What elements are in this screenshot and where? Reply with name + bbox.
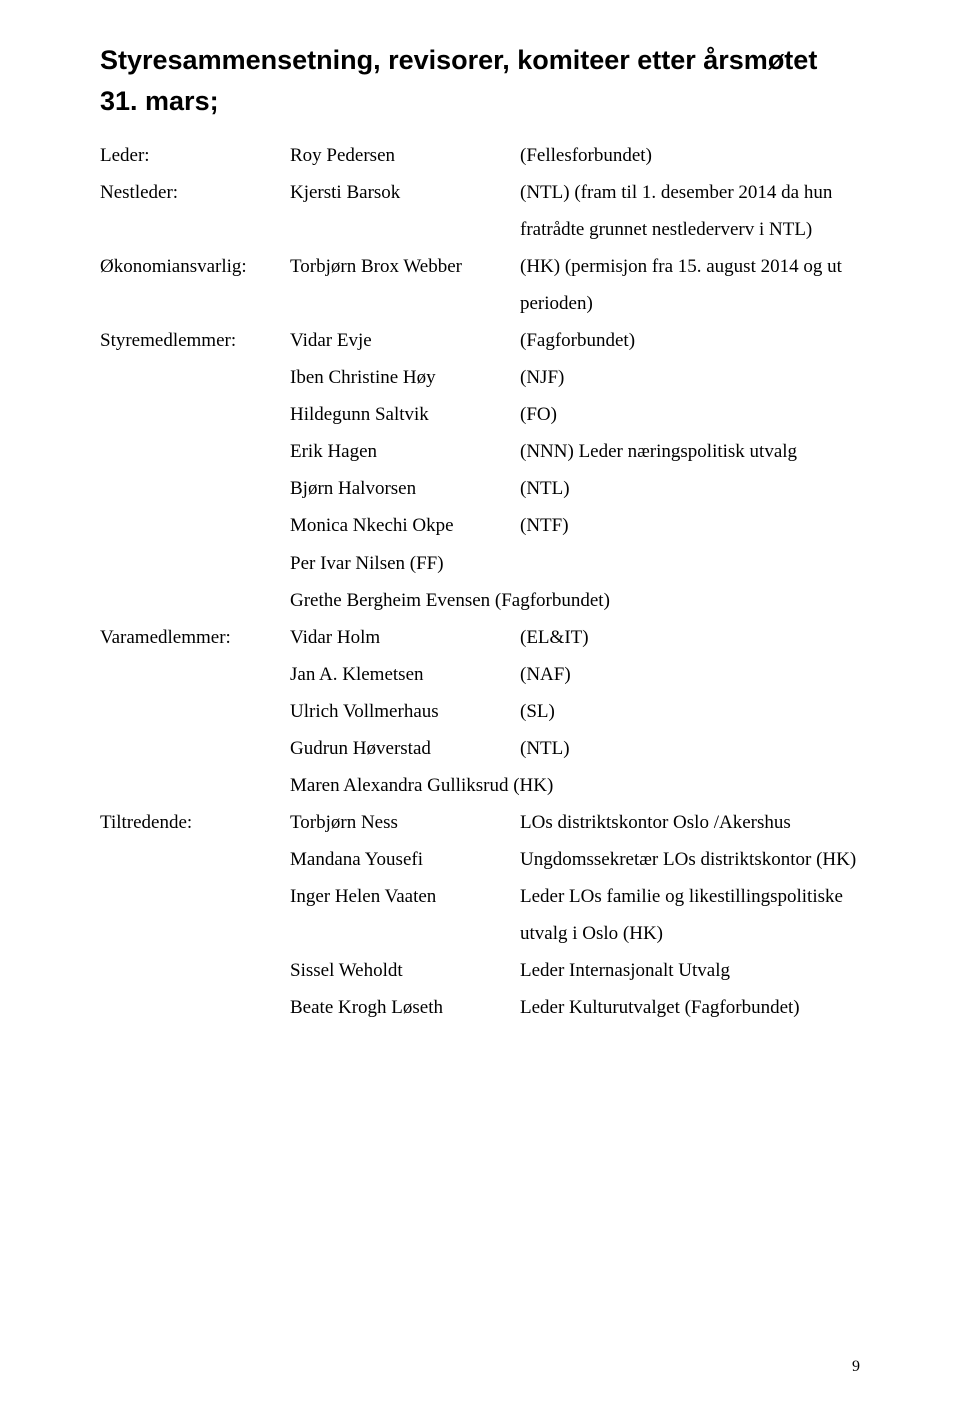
styremedlemmer-aff-1: (NJF) [520, 359, 860, 396]
varamedlemmer-aff-0: (EL&IT) [520, 619, 860, 656]
okonomiansvarlig-row: Økonomiansvarlig: Torbjørn Brox Webber (… [100, 248, 860, 322]
styremedlemmer-name-6: Per Ivar Nilsen (FF) [290, 553, 444, 574]
tiltredende-aff-2: Leder LOs familie og likestillingspoliti… [520, 878, 860, 952]
varamedlemmer-name-3: Gudrun Høverstad [290, 730, 520, 767]
styremedlemmer-name-0: Vidar Evje [290, 322, 520, 359]
varamedlemmer-name-2: Ulrich Vollmerhaus [290, 693, 520, 730]
varamedlemmer-name-4: Maren Alexandra Gulliksrud (HK) [290, 775, 553, 796]
tiltredende-row-4: Beate Krogh Løseth Leder Kulturutvalget … [100, 989, 860, 1026]
styremedlemmer-name-1: Iben Christine Høy [290, 359, 520, 396]
styremedlemmer-name-2: Hildegunn Saltvik [290, 396, 520, 433]
okonomiansvarlig-role: Økonomiansvarlig: [100, 248, 290, 285]
varamedlemmer-row-3: Gudrun Høverstad (NTL) [100, 730, 860, 767]
tiltredende-aff-4: Leder Kulturutvalget (Fagforbundet) [520, 989, 860, 1026]
styremedlemmer-aff-2: (FO) [520, 396, 860, 433]
page-number: 9 [852, 1358, 860, 1376]
okonomiansvarlig-name: Torbjørn Brox Webber [290, 248, 520, 285]
varamedlemmer-row-2: Ulrich Vollmerhaus (SL) [100, 693, 860, 730]
styremedlemmer-name-4: Bjørn Halvorsen [290, 470, 520, 507]
styremedlemmer-aff-0: (Fagforbundet) [520, 322, 860, 359]
tiltredende-row-3: Sissel Weholdt Leder Internasjonalt Utva… [100, 952, 860, 989]
leder-name: Roy Pedersen [290, 137, 520, 174]
varamedlemmer-row-1: Jan A. Klemetsen (NAF) [100, 656, 860, 693]
leder-role: Leder: [100, 137, 290, 174]
leder-row: Leder: Roy Pedersen (Fellesforbundet) [100, 137, 860, 174]
styremedlemmer-aff-3: (NNN) Leder næringspolitisk utvalg [520, 433, 860, 470]
styremedlemmer-row-1: Iben Christine Høy (NJF) [100, 359, 860, 396]
styremedlemmer-aff-4: (NTL) [520, 470, 860, 507]
okonomiansvarlig-aff: (HK) (permisjon fra 15. august 2014 og u… [520, 248, 860, 322]
tiltredende-aff-0: LOs distriktskontor Oslo /Akershus [520, 804, 860, 841]
tiltredende-name-1: Mandana Yousefi [290, 841, 520, 878]
tiltredende-row-1: Mandana Yousefi Ungdomssekretær LOs dist… [100, 841, 860, 878]
styremedlemmer-row-0: Styremedlemmer: Vidar Evje (Fagforbundet… [100, 322, 860, 359]
tiltredende-name-3: Sissel Weholdt [290, 952, 520, 989]
varamedlemmer-aff-3: (NTL) [520, 730, 860, 767]
tiltredende-row-0: Tiltredende: Torbjørn Ness LOs distrikts… [100, 804, 860, 841]
tiltredende-name-4: Beate Krogh Løseth [290, 989, 520, 1026]
varamedlemmer-row-0: Varamedlemmer: Vidar Holm (EL&IT) [100, 619, 860, 656]
tiltredende-row-2: Inger Helen Vaaten Leder LOs familie og … [100, 878, 860, 952]
styremedlemmer-name-7: Grethe Bergheim Evensen (Fagforbundet) [290, 590, 610, 611]
tiltredende-name-0: Torbjørn Ness [290, 804, 520, 841]
varamedlemmer-role: Varamedlemmer: [100, 619, 290, 656]
styremedlemmer-row-2: Hildegunn Saltvik (FO) [100, 396, 860, 433]
varamedlemmer-aff-1: (NAF) [520, 656, 860, 693]
styremedlemmer-row-4: Bjørn Halvorsen (NTL) [100, 470, 860, 507]
leder-aff: (Fellesforbundet) [520, 137, 860, 174]
tiltredende-role: Tiltredende: [100, 804, 290, 841]
varamedlemmer-name-1: Jan A. Klemetsen [290, 656, 520, 693]
varamedlemmer-row-4: Maren Alexandra Gulliksrud (HK) [100, 767, 860, 804]
styremedlemmer-row-6: Per Ivar Nilsen (FF) [100, 545, 860, 582]
nestleder-name: Kjersti Barsok [290, 174, 520, 211]
varamedlemmer-aff-2: (SL) [520, 693, 860, 730]
nestleder-row: Nestleder: Kjersti Barsok (NTL) (fram ti… [100, 174, 860, 248]
styremedlemmer-role: Styremedlemmer: [100, 322, 290, 359]
styremedlemmer-row-5: Monica Nkechi Okpe (NTF) [100, 507, 860, 544]
tiltredende-aff-1: Ungdomssekretær LOs distriktskontor (HK) [520, 841, 860, 878]
styremedlemmer-row-3: Erik Hagen (NNN) Leder næringspolitisk u… [100, 433, 860, 470]
styremedlemmer-name-5: Monica Nkechi Okpe [290, 507, 520, 544]
tiltredende-name-2: Inger Helen Vaaten [290, 878, 520, 915]
styremedlemmer-name-3: Erik Hagen [290, 433, 520, 470]
page-title: Styresammensetning, revisorer, komiteer … [100, 40, 860, 121]
nestleder-aff: (NTL) (fram til 1. desember 2014 da hun … [520, 174, 860, 248]
styremedlemmer-aff-5: (NTF) [520, 507, 860, 544]
tiltredende-aff-3: Leder Internasjonalt Utvalg [520, 952, 860, 989]
nestleder-role: Nestleder: [100, 174, 290, 211]
styremedlemmer-row-7: Grethe Bergheim Evensen (Fagforbundet) [100, 582, 860, 619]
varamedlemmer-name-0: Vidar Holm [290, 619, 520, 656]
document-page: Styresammensetning, revisorer, komiteer … [0, 0, 960, 1406]
